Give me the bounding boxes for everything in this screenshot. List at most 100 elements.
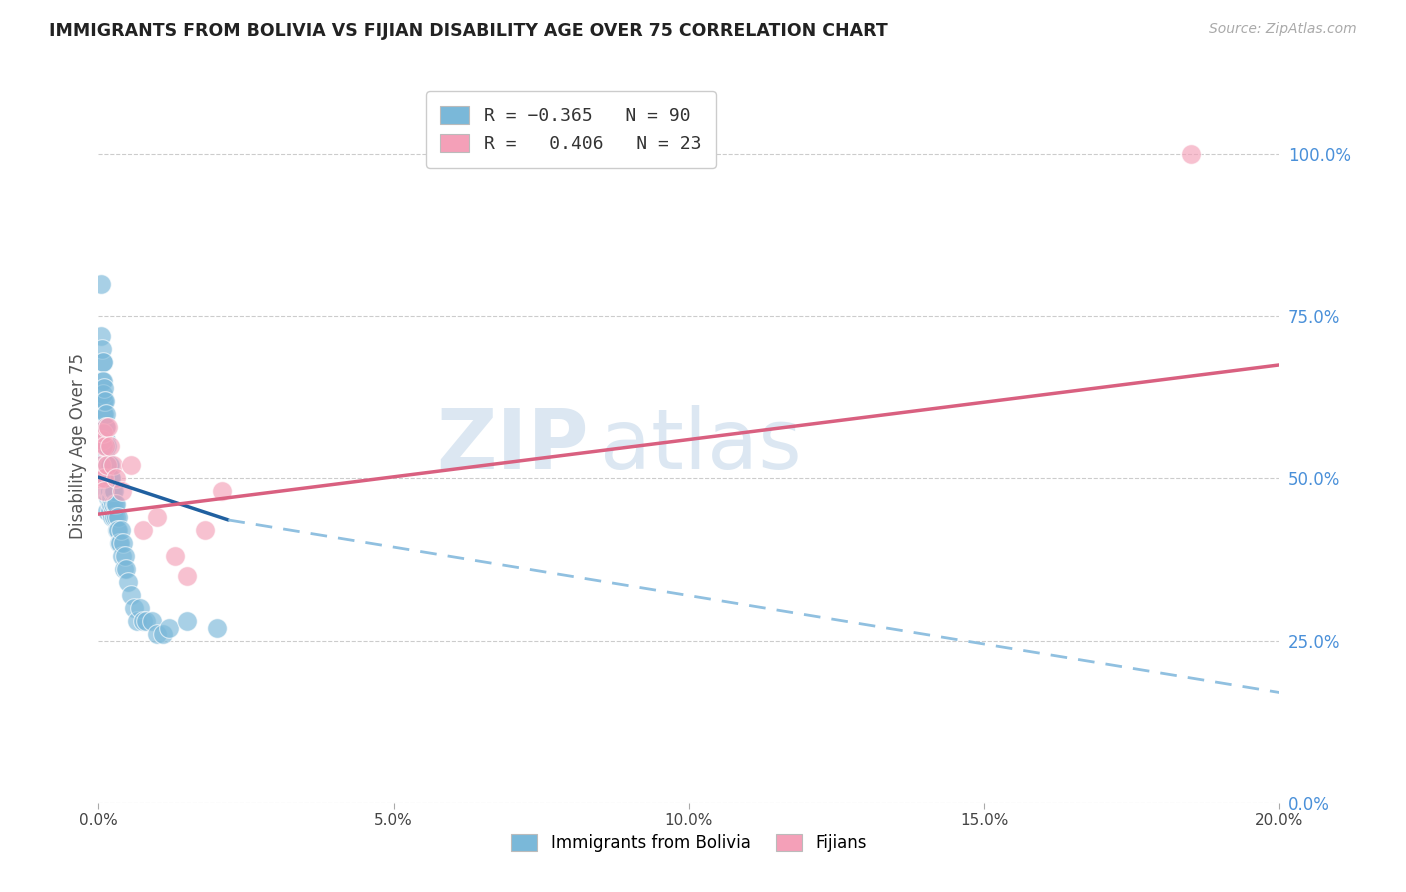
Point (93, 484, 115, 499)
Point (146, 510, 169, 524)
Point (146, 627, 169, 641)
Point (107, 524, 129, 538)
Point (91, 425, 114, 440)
Point (98, 458, 121, 473)
Point (104, 510, 127, 524)
Point (176, 614, 198, 628)
Point (97, 419, 120, 434)
Point (105, 497, 128, 511)
Point (96, 504, 118, 518)
Point (98, 497, 121, 511)
Point (94, 419, 117, 434)
Point (135, 614, 157, 628)
Point (107, 510, 129, 524)
Point (90, 393, 112, 408)
Point (91, 374, 114, 388)
Point (91, 407, 114, 421)
Point (96, 458, 118, 473)
Point (105, 524, 128, 538)
Point (93, 407, 115, 421)
Text: ZIP: ZIP (436, 406, 589, 486)
Point (90, 328, 112, 343)
Point (91, 354, 114, 368)
Point (94, 393, 117, 408)
Point (104, 497, 127, 511)
Point (128, 601, 150, 615)
Point (91, 419, 114, 434)
Point (96, 439, 118, 453)
Point (152, 627, 174, 641)
Point (89, 471, 111, 485)
Point (96, 484, 118, 499)
Point (97, 491, 120, 505)
Point (91, 419, 114, 434)
Point (1180, 147, 1202, 161)
Point (91, 433, 114, 447)
Point (132, 614, 155, 628)
Point (91, 354, 114, 368)
Point (120, 458, 142, 473)
Point (94, 433, 117, 447)
Point (108, 536, 131, 550)
Point (94, 439, 117, 453)
Point (157, 621, 180, 635)
Point (100, 491, 122, 505)
Point (100, 497, 122, 511)
Point (97, 471, 120, 485)
Point (98, 471, 121, 485)
Point (114, 549, 136, 564)
Point (211, 484, 233, 499)
Point (112, 562, 135, 576)
Point (93, 458, 115, 473)
Point (98, 484, 121, 499)
Point (122, 601, 145, 615)
Point (90, 439, 112, 453)
Point (115, 562, 138, 576)
Point (94, 458, 117, 473)
Text: Source: ZipAtlas.com: Source: ZipAtlas.com (1209, 22, 1357, 37)
Point (96, 458, 118, 473)
Point (93, 393, 115, 408)
Point (91, 387, 114, 401)
Point (90, 458, 112, 473)
Point (176, 568, 198, 582)
Point (98, 458, 121, 473)
Point (96, 471, 118, 485)
Point (94, 471, 117, 485)
Point (205, 621, 228, 635)
Point (141, 614, 163, 628)
Point (101, 510, 124, 524)
Point (101, 504, 124, 518)
Text: atlas: atlas (600, 406, 801, 486)
Point (94, 439, 117, 453)
Point (91, 439, 114, 453)
Point (94, 484, 117, 499)
Point (93, 381, 115, 395)
Point (93, 484, 115, 499)
Point (98, 504, 121, 518)
Point (100, 471, 122, 485)
Point (91, 439, 114, 453)
Point (91, 342, 114, 356)
Point (103, 497, 125, 511)
Legend: Immigrants from Bolivia, Fijians: Immigrants from Bolivia, Fijians (505, 827, 873, 859)
Point (103, 510, 125, 524)
Point (120, 588, 142, 602)
Point (117, 575, 139, 590)
Point (103, 458, 125, 473)
Text: IMMIGRANTS FROM BOLIVIA VS FIJIAN DISABILITY AGE OVER 75 CORRELATION CHART: IMMIGRANTS FROM BOLIVIA VS FIJIAN DISABI… (49, 22, 889, 40)
Point (132, 524, 155, 538)
Point (90, 277, 112, 291)
Point (89, 471, 111, 485)
Point (111, 549, 134, 564)
Point (94, 445, 117, 459)
Point (93, 433, 115, 447)
Point (94, 419, 117, 434)
Point (105, 471, 128, 485)
Point (91, 393, 114, 408)
Point (93, 471, 115, 485)
Point (97, 484, 120, 499)
Point (110, 524, 132, 538)
Point (110, 536, 132, 550)
Point (94, 419, 117, 434)
